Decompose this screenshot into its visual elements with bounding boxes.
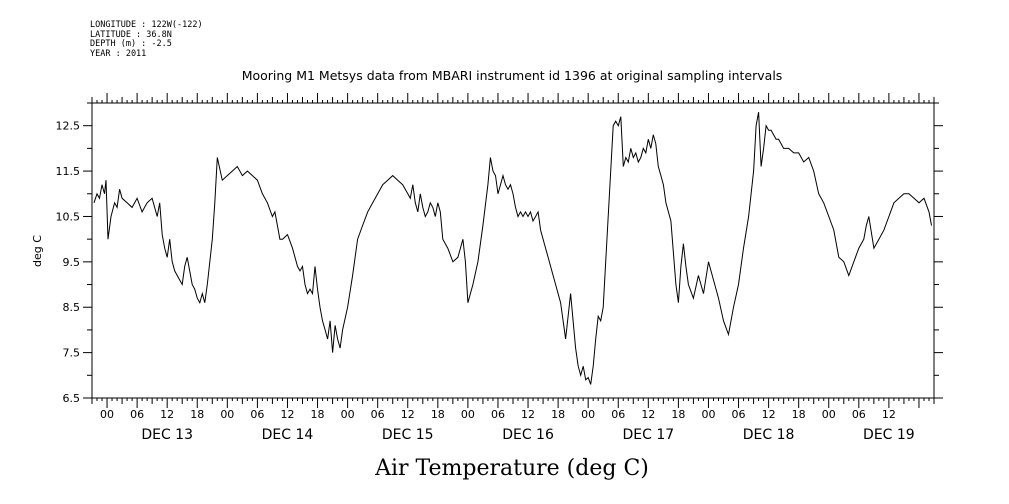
- y-axis: 6.5 7.5 8.5 9.5 10.5 11.5 12.5: [56, 102, 943, 405]
- metadata-block: LONGITUDE : 122W(-122) LATITUDE : 36.8N …: [90, 20, 203, 59]
- y-tick-label: 7.5: [63, 347, 81, 360]
- plot-frame: [91, 102, 935, 399]
- x-hour-label: 12: [401, 408, 415, 421]
- x-hour-label: 12: [882, 408, 896, 421]
- y-tick-label: 10.5: [56, 210, 81, 223]
- x-hour-label: 12: [641, 408, 655, 421]
- y-axis-label: deg C: [31, 235, 44, 267]
- x-hour-label: 06: [130, 408, 144, 421]
- longitude-label: LONGITUDE : 122W(-122): [90, 20, 203, 30]
- x-day-label: DEC 16: [502, 427, 554, 443]
- x-hour-label: 00: [220, 408, 234, 421]
- x-hour-label: 06: [250, 408, 264, 421]
- chart-title: Mooring M1 Metsys data from MBARI instru…: [242, 68, 783, 83]
- x-hour-label: 18: [431, 408, 445, 421]
- x-hour-label: 00: [461, 408, 475, 421]
- x-hour-label: 06: [852, 408, 866, 421]
- x-axis: 00 06 12 18 00 06 12 18 00 06 12 18 00 06 12 18 00 06 12 18…: [91, 93, 935, 443]
- y-tick-label: 8.5: [63, 301, 81, 314]
- x-axis-label: Air Temperature (deg C): [374, 456, 649, 481]
- x-hour-label: 00: [701, 408, 715, 421]
- latitude-label: LATITUDE : 36.8N: [90, 29, 172, 40]
- x-hour-label: 00: [100, 408, 114, 421]
- x-hour-label: 12: [160, 408, 174, 421]
- y-tick-label: 11.5: [56, 165, 81, 178]
- x-hour-label: 06: [371, 408, 385, 421]
- x-hour-label: 18: [190, 408, 204, 421]
- series-line: [93, 112, 932, 385]
- x-hour-label: 12: [762, 408, 776, 421]
- x-hour-label: 00: [581, 408, 595, 421]
- depth-label: DEPTH (m) : -2.5: [90, 39, 172, 50]
- x-day-label: DEC 14: [262, 427, 314, 443]
- y-tick-label: 12.5: [56, 120, 81, 133]
- x-day-label: DEC 13: [141, 427, 193, 443]
- x-hour-label: 12: [521, 408, 535, 421]
- x-hour-label: 06: [491, 408, 505, 421]
- x-hour-label: 18: [792, 408, 806, 421]
- x-hour-label: 18: [671, 408, 685, 421]
- x-hour-label: 12: [280, 408, 294, 421]
- x-hour-label: 00: [822, 408, 836, 421]
- x-day-label: DEC 15: [382, 427, 434, 443]
- x-hour-label: 06: [732, 408, 746, 421]
- x-hour-label: 18: [551, 408, 565, 421]
- x-day-label: DEC 17: [622, 427, 674, 443]
- year-label: YEAR : 2011: [90, 48, 147, 59]
- x-hour-label: 06: [611, 408, 625, 421]
- y-tick-label: 6.5: [63, 392, 81, 405]
- y-tick-label: 9.5: [63, 256, 81, 269]
- x-day-label: DEC 19: [863, 427, 915, 443]
- x-day-label: DEC 18: [743, 427, 795, 443]
- x-hour-label: 00: [341, 408, 355, 421]
- x-hour-label: 18: [311, 408, 325, 421]
